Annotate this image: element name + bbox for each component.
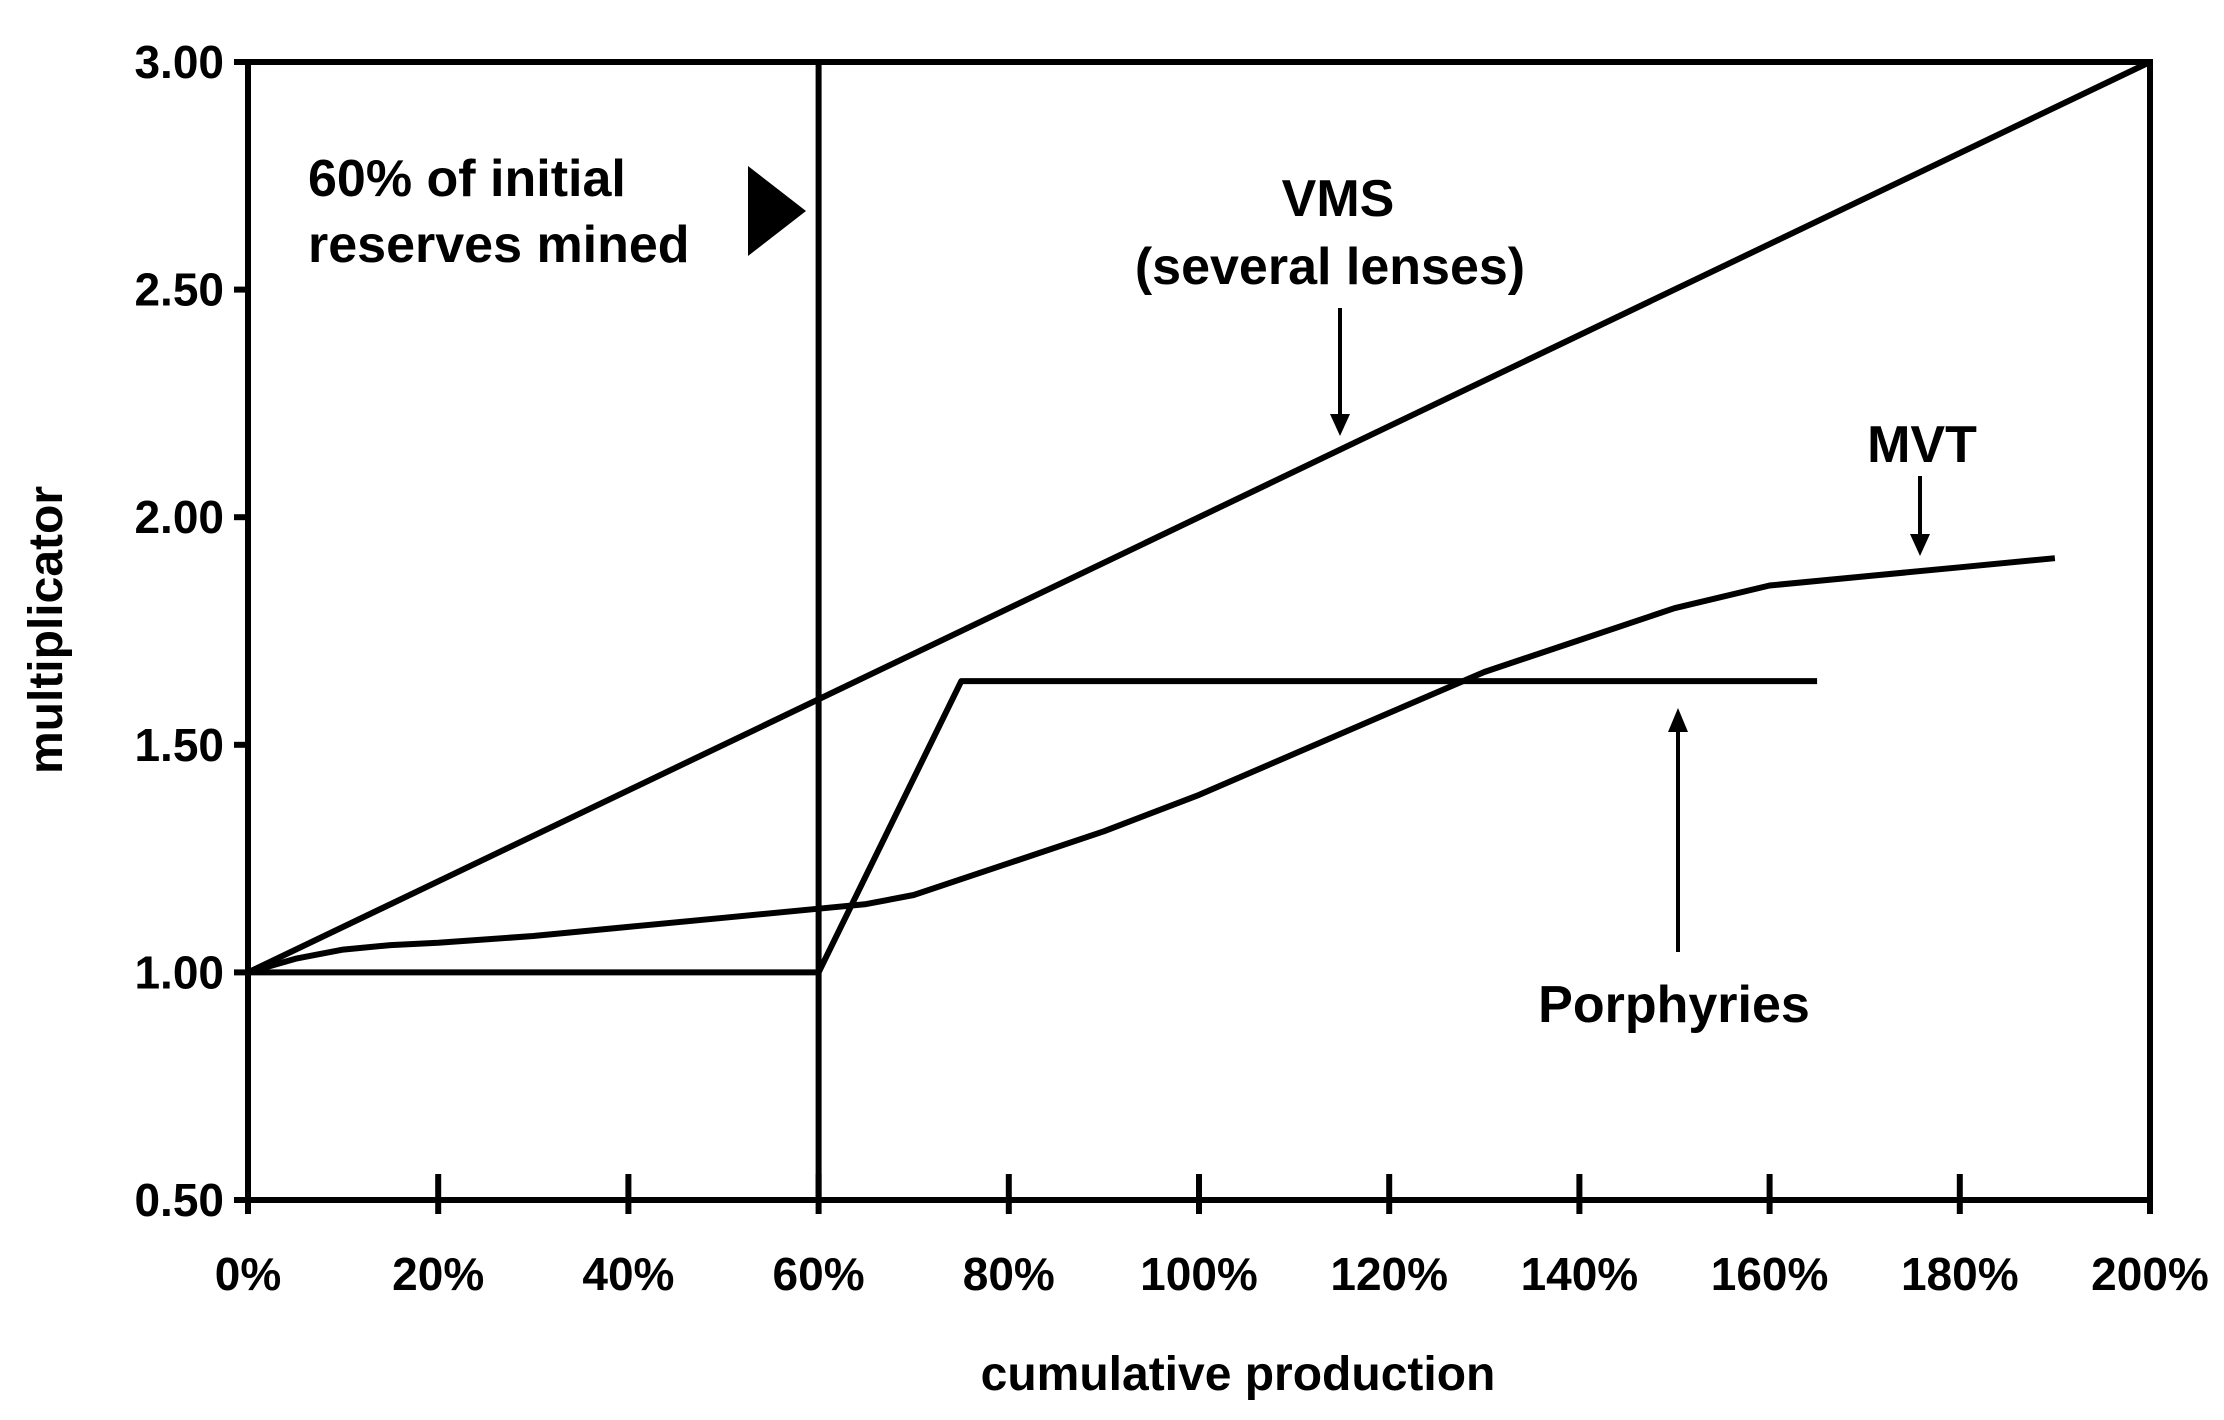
vms-arrow-icon <box>1330 414 1350 436</box>
x-tick-label: 160% <box>1711 1248 1829 1300</box>
y-tick-label: 0.50 <box>134 1174 224 1226</box>
series-line-vms-several-lenses <box>246 59 2152 976</box>
series-label-porphyries: Porphyries <box>1538 976 1810 1034</box>
series-line-porphyries <box>248 678 1818 976</box>
x-axis-label: cumulative production <box>981 1348 1496 1401</box>
series-group <box>246 59 2152 976</box>
reference-pointer-icon <box>748 166 806 256</box>
x-tick-label: 100% <box>1140 1248 1258 1300</box>
y-axis-label: multiplicator <box>20 486 73 774</box>
annotations: 60% of initial reserves mined VMS (several … <box>308 150 1977 1034</box>
porphyries-arrow-icon <box>1668 708 1688 732</box>
mvt-arrow-icon <box>1910 534 1930 556</box>
x-tick-label: 20% <box>392 1248 484 1300</box>
y-tick-label: 2.00 <box>134 491 224 543</box>
series-label-vms: VMS <box>1282 170 1395 228</box>
y-tick-label: 1.00 <box>134 946 224 998</box>
reference-label-line: 60% of initial <box>308 150 626 208</box>
x-tick-label: 180% <box>1901 1248 2019 1300</box>
axes: 0.50 1.00 1.50 2.00 2.50 3.00 0% 20% 40% 60% 80% 10… <box>20 36 2209 1401</box>
y-tick-label: 1.50 <box>134 719 224 771</box>
x-tick-label: 0% <box>215 1248 281 1300</box>
x-tick-label: 60% <box>773 1248 865 1300</box>
x-tick-label: 140% <box>1521 1248 1639 1300</box>
x-tick-label: 200% <box>2091 1248 2209 1300</box>
x-tick-label: 40% <box>582 1248 674 1300</box>
x-tick-label: 80% <box>963 1248 1055 1300</box>
series-line-mvt <box>247 555 2056 976</box>
reference-label-line: reserves mined <box>308 216 690 274</box>
y-tick-label: 2.50 <box>134 264 224 316</box>
y-tick-label: 3.00 <box>134 36 224 88</box>
series-label-mvt: MVT <box>1867 416 1977 474</box>
series-label-vms: (several lenses) <box>1135 238 1525 296</box>
x-tick-label: 120% <box>1330 1248 1448 1300</box>
